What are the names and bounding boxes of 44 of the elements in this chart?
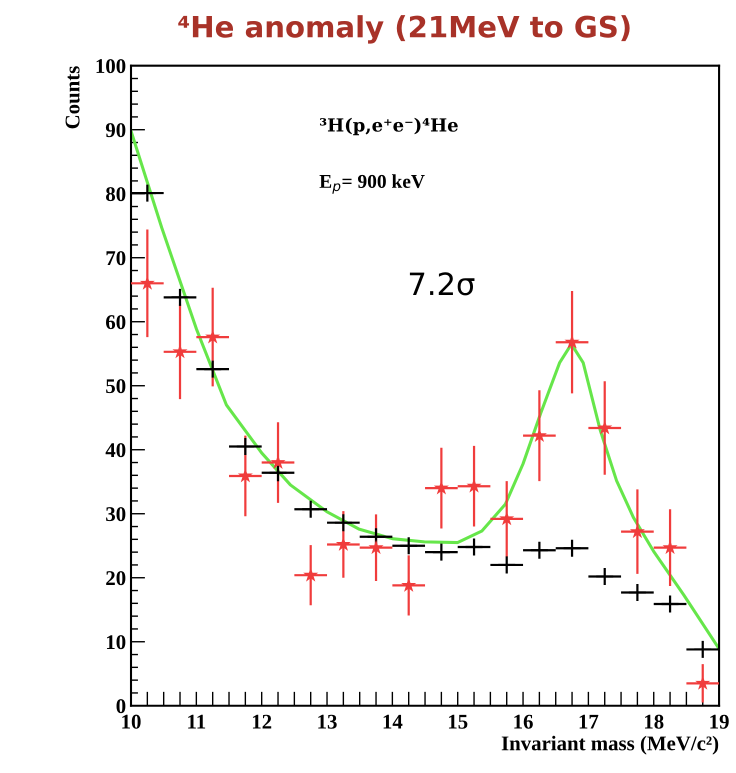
y-axis-title: Counts (66, 66, 80, 128)
y-tick-label: 80 (106, 187, 126, 202)
annotation: E$_{p}$= 900 keV (320, 174, 425, 194)
point (301, 500, 320, 519)
point (497, 555, 516, 575)
point (236, 436, 255, 456)
point (432, 542, 451, 562)
point (628, 582, 648, 602)
point (334, 513, 353, 532)
point (399, 536, 418, 556)
annotation: 7.2σ (410, 272, 474, 296)
point (562, 538, 582, 558)
x-tick-label: 19 (710, 714, 729, 729)
x-tick-label: 13 (318, 714, 337, 729)
point (138, 183, 157, 203)
x-tick-label: 10 (122, 714, 141, 729)
point (203, 359, 222, 379)
y-tick-label: 0 (116, 699, 126, 714)
x-tick-label: 14 (384, 714, 402, 729)
y-tick-label: 100 (96, 59, 126, 74)
x-tick-label: 18 (644, 714, 664, 729)
y-tick-label: 30 (106, 507, 126, 522)
x-axis-title: Invariant mass (MeV/c²) (502, 736, 718, 755)
x-tick-label: 11 (188, 714, 206, 729)
y-tick-label: 70 (106, 251, 126, 266)
y-tick-label: 40 (106, 443, 126, 458)
x-tick-label: 12 (252, 714, 272, 729)
x-tick-label: 17 (580, 714, 598, 729)
point (530, 540, 549, 560)
y-tick-label: 20 (106, 571, 126, 586)
point (660, 594, 680, 614)
y-tick-label: 10 (106, 635, 126, 650)
point (170, 288, 190, 308)
y-tick-label: 50 (106, 379, 126, 394)
point (368, 540, 384, 554)
chart-title: ⁴He anomaly (21MeV to GS) (178, 15, 630, 44)
y-tick-label: 90 (106, 123, 126, 138)
point (464, 537, 484, 557)
y-tick-label: 60 (106, 315, 126, 330)
annotation: ³H(p,e⁺e⁻)⁴He (320, 118, 458, 136)
point (595, 566, 614, 586)
x-tick-label: 15 (448, 714, 468, 729)
x-tick-label: 16 (514, 714, 533, 729)
point (693, 640, 712, 660)
